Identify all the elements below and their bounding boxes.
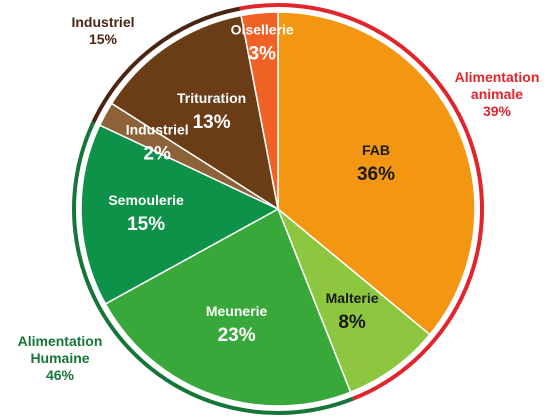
slice-value-semoulerie-3: 15% <box>127 214 165 235</box>
group-label-0-line-2: 39% <box>483 103 512 119</box>
slice-value-industriel-4: 2% <box>143 144 171 165</box>
group-label-1-line-2: 46% <box>46 367 75 383</box>
group-arc-0 <box>239 3 484 401</box>
group-arc-2 <box>91 6 241 123</box>
pie-slice-malterie-1 <box>277 208 431 394</box>
slice-label-oisellerie-6: Oisellerie <box>231 21 294 37</box>
group-labels: Alimentationanimale39%AlimentationHumain… <box>18 14 540 383</box>
group-label-0-line-1: animale <box>471 86 523 102</box>
slice-value-malterie-1: 8% <box>338 312 366 333</box>
slice-value-meunerie-2: 23% <box>218 325 256 346</box>
group-arcs <box>72 3 484 415</box>
slice-label-meunerie-2: Meunerie <box>206 303 268 319</box>
group-label-1-line-0: Alimentation <box>18 333 103 349</box>
slice-label-fab-0: FAB <box>362 142 390 158</box>
pie-slice-meunerie-2 <box>104 207 352 407</box>
pie-slice-fab-0 <box>277 11 476 336</box>
pie-slice-trituration-5 <box>110 14 280 211</box>
group-label-1-line-1: Humaine <box>30 350 89 366</box>
slice-value-trituration-5: 13% <box>193 112 231 133</box>
pie-slices <box>80 11 476 407</box>
slice-label-trituration-5: Trituration <box>177 90 246 106</box>
slice-value-fab-0: 36% <box>357 164 395 185</box>
group-arc-1 <box>72 121 354 415</box>
pie-slice-oisellerie-6 <box>240 11 279 210</box>
slice-label-semoulerie-3: Semoulerie <box>108 192 184 208</box>
slice-value-oisellerie-6: 3% <box>248 43 276 64</box>
group-label-2-line-1: 15% <box>89 31 118 47</box>
group-label-0-line-0: Alimentation <box>455 69 540 85</box>
slice-label-industriel-4: Industriel <box>126 122 189 138</box>
pie-slice-semoulerie-3 <box>80 124 280 305</box>
pie-slice-labels: FAB 36% Malterie 8% Meunerie 23% Semoulerie 15%… <box>108 21 395 346</box>
slice-label-malterie-1: Malterie <box>326 290 379 306</box>
group-label-2-line-0: Industriel <box>71 14 134 30</box>
